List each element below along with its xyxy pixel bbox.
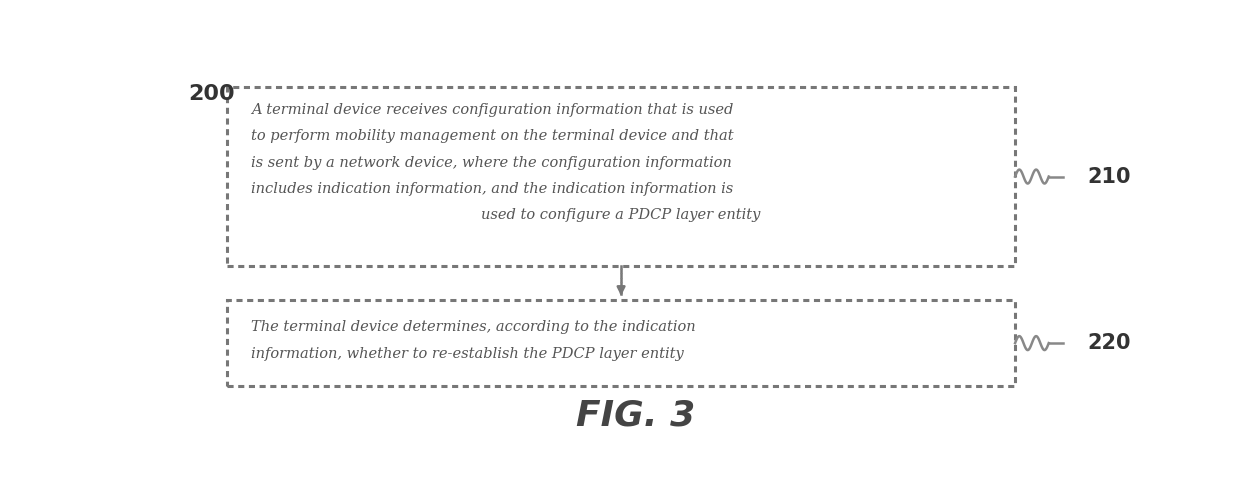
- Text: to perform mobility management on the terminal device and that: to perform mobility management on the te…: [250, 129, 734, 143]
- Text: information, whether to re-establish the PDCP layer entity: information, whether to re-establish the…: [250, 347, 683, 361]
- Text: A terminal device receives configuration information that is used: A terminal device receives configuration…: [250, 103, 734, 117]
- FancyBboxPatch shape: [227, 88, 1016, 266]
- Text: FIG. 3: FIG. 3: [575, 398, 696, 432]
- Text: is sent by a network device, where the configuration information: is sent by a network device, where the c…: [250, 155, 732, 170]
- Text: used to configure a PDCP layer entity: used to configure a PDCP layer entity: [481, 208, 761, 222]
- Text: The terminal device determines, according to the indication: The terminal device determines, accordin…: [250, 320, 696, 334]
- Text: 210: 210: [1087, 166, 1131, 187]
- Text: 200: 200: [188, 83, 236, 104]
- FancyBboxPatch shape: [227, 300, 1016, 386]
- Text: 220: 220: [1087, 333, 1131, 353]
- Text: includes indication information, and the indication information is: includes indication information, and the…: [250, 182, 733, 196]
